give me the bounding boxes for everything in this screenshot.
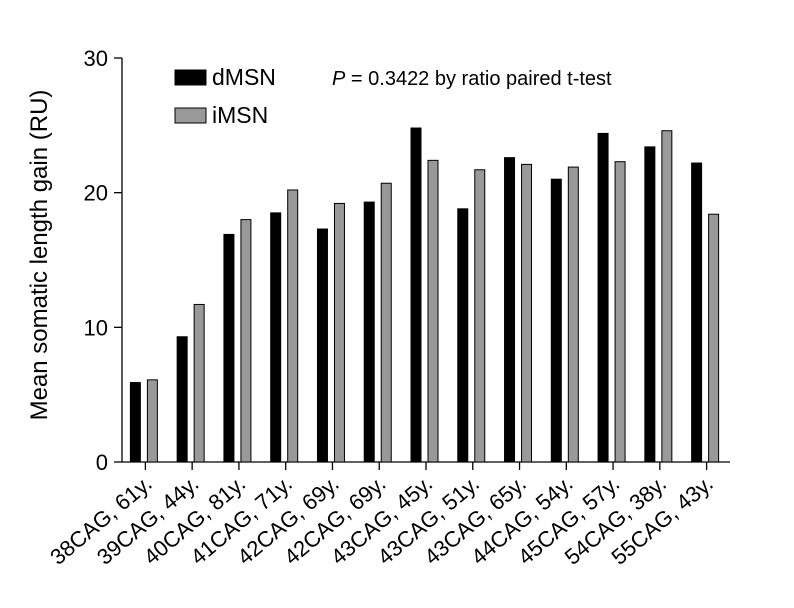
bar-dmsn xyxy=(363,201,375,463)
bar-dmsn xyxy=(644,146,656,463)
bar-dmsn xyxy=(504,157,516,463)
bar-imsn xyxy=(287,189,299,463)
bar-imsn xyxy=(661,130,673,463)
y-tick-label: 30 xyxy=(84,46,108,71)
y-tick-label: 0 xyxy=(96,450,108,475)
y-tick-label: 10 xyxy=(84,315,108,340)
bar-dmsn xyxy=(550,178,562,463)
bar-dmsn xyxy=(176,336,188,463)
bar-series-group xyxy=(129,127,720,463)
bar-imsn xyxy=(614,161,626,463)
y-tick-label: 20 xyxy=(84,181,108,206)
bar-imsn xyxy=(427,159,439,463)
p-value-symbol: P xyxy=(332,68,346,90)
p-value-text: = 0.3422 by ratio paired t-test xyxy=(345,68,612,90)
legend: dMSN iMSN xyxy=(174,64,276,128)
bar-dmsn xyxy=(270,212,282,463)
legend-label-imsn: iMSN xyxy=(212,102,268,128)
bar-imsn xyxy=(193,303,205,463)
bar-dmsn xyxy=(223,233,235,463)
bar-imsn xyxy=(333,202,345,463)
bar-imsn xyxy=(240,219,252,463)
bar-imsn xyxy=(708,213,720,463)
y-axis-title: Mean somatic length gain (RU) xyxy=(26,90,53,421)
legend-label-dmsn: dMSN xyxy=(212,64,276,90)
bar-dmsn xyxy=(691,162,703,463)
p-value-annotation: P = 0.3422 by ratio paired t-test xyxy=(332,68,612,90)
bar-imsn xyxy=(567,166,579,463)
bar-imsn xyxy=(380,182,392,463)
bar-dmsn xyxy=(129,382,141,463)
bar-dmsn xyxy=(410,127,422,463)
bar-dmsn xyxy=(597,132,609,463)
legend-swatch-imsn xyxy=(174,107,207,124)
bar-dmsn xyxy=(457,208,469,463)
y-axis: 0 10 20 30 xyxy=(84,46,123,475)
bar-dmsn xyxy=(316,228,328,463)
bar-imsn xyxy=(521,163,533,463)
legend-swatch-dmsn xyxy=(174,69,207,86)
x-axis: 38CAG, 61y.39CAG, 44y.40CAG, 81y.41CAG, … xyxy=(45,461,730,570)
bar-imsn xyxy=(474,169,486,463)
bar-imsn xyxy=(146,379,158,463)
